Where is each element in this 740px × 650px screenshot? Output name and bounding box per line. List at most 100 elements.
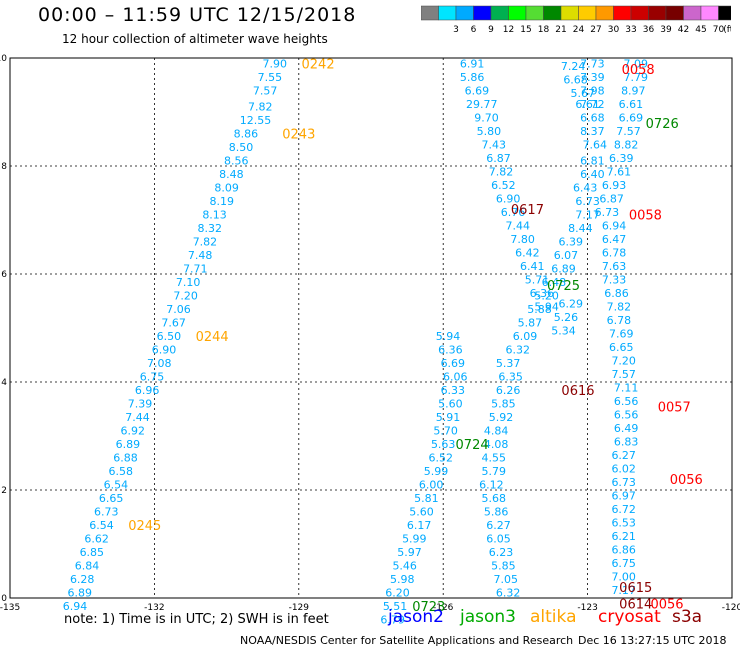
pass-time-label: 0614 — [619, 597, 652, 612]
pass-time-label: 0725 — [547, 279, 580, 294]
footnote: note: 1) Time is in UTC; 2) SWH is in fe… — [64, 612, 329, 627]
x-tick-label: -135 — [0, 603, 20, 613]
x-tick-label: -129 — [289, 603, 310, 613]
wave-height-label: 8.13 — [202, 209, 227, 222]
wave-height-label: 5.97 — [397, 546, 422, 559]
wave-height-label: 5.94 — [534, 300, 559, 313]
pass-time-label: 0724 — [456, 438, 489, 453]
pass-time-label: 0058 — [629, 209, 662, 224]
wave-height-label: 6.28 — [70, 573, 95, 586]
x-tick-label: -126 — [433, 603, 454, 613]
wave-height-label: 7.05 — [494, 573, 519, 586]
wave-height-label: 6.88 — [113, 452, 138, 465]
wave-height-label: 6.87 — [599, 192, 624, 205]
wave-height-label: 6.68 — [580, 111, 605, 124]
legend-item-altika: altika — [530, 607, 577, 627]
colorbar-tick-label: 70 — [713, 25, 725, 35]
colorbar-swatch — [718, 5, 731, 21]
wave-height-label: 6.32 — [506, 344, 531, 357]
wave-height-label: 8.97 — [621, 84, 646, 97]
wave-height-label: 7.82 — [607, 300, 632, 313]
wave-height-label: 6.07 — [554, 249, 579, 262]
wave-height-label: 6.27 — [486, 519, 511, 532]
wave-height-label: 7.63 — [602, 260, 627, 273]
wave-height-label: 5.85 — [491, 398, 516, 411]
wave-height-label: 7.67 — [161, 317, 186, 330]
wave-height-label: 7.06 — [166, 303, 191, 316]
wave-height-label: 6.06 — [443, 371, 468, 384]
wave-height-label: 5.46 — [392, 560, 417, 573]
wave-height-label: 6.73 — [575, 195, 600, 208]
wave-height-label: 6.90 — [152, 344, 177, 357]
wave-height-label: 6.81 — [580, 155, 605, 168]
wave-height-label: 5.70 — [433, 425, 458, 438]
x-tick-label: -123 — [577, 603, 597, 613]
colorbar-tick-label: 27 — [590, 25, 601, 35]
wave-height-label: 5.79 — [481, 465, 506, 478]
wave-height-label: 6.86 — [611, 543, 636, 556]
colorbar-tick-label: 36 — [643, 25, 655, 35]
wave-height-label: 8.48 — [219, 168, 244, 181]
pass-time-label: 0723 — [412, 600, 445, 615]
wave-height-label: 6.93 — [602, 179, 627, 192]
wave-height-label: 5.71 — [525, 273, 550, 286]
wave-height-label: 6.39 — [609, 152, 634, 165]
wave-height-label: 5.94 — [436, 330, 461, 343]
y-tick-label: 10 — [0, 54, 7, 64]
wave-height-label: 7.55 — [258, 71, 283, 84]
wave-height-label: 7.57 — [253, 84, 278, 97]
wave-height-label: 6.58 — [108, 465, 133, 478]
chart-subtitle: 12 hour collection of altimeter wave hei… — [62, 32, 328, 46]
plot-frame — [9, 57, 733, 599]
wave-height-label: 6.02 — [611, 462, 636, 475]
wave-height-label: 5.85 — [491, 560, 516, 573]
y-tick-label: 0 — [1, 594, 7, 604]
wave-height-label: 6.83 — [614, 435, 639, 448]
wave-height-label: 29.77 — [466, 98, 498, 111]
wave-height-label: 5.68 — [481, 492, 506, 505]
wave-height-label: 6.86 — [604, 287, 629, 300]
wave-height-label: 6.29 — [559, 298, 584, 311]
wave-height-label: 6.21 — [611, 530, 636, 543]
wave-height-label: 7.43 — [481, 138, 506, 151]
credit-timestamp: Dec 16 13:27:15 UTC 2018 — [578, 634, 727, 647]
wave-height-label: 7.69 — [609, 327, 634, 340]
wave-height-label: 6.96 — [135, 384, 160, 397]
wave-height-label: 6.09 — [513, 330, 538, 343]
wave-height-label: 8.09 — [214, 182, 239, 195]
wave-height-label: 6.79 — [380, 614, 405, 627]
wave-height-label: 6.84 — [75, 560, 100, 573]
wave-height-label: 7.79 — [623, 71, 648, 84]
wave-height-label: 7.24 — [561, 60, 586, 73]
colorbar-tick-label: 15 — [520, 25, 531, 35]
wave-height-label: 7.08 — [147, 357, 172, 370]
wave-height-label: 7.09 — [623, 57, 648, 70]
wave-height-label: 5.99 — [402, 533, 427, 546]
pass-time-label: 0615 — [619, 581, 652, 596]
x-tick-label: -120 — [722, 603, 740, 613]
wave-height-label: 7.17 — [611, 584, 636, 597]
wave-height-label: 5.86 — [460, 71, 485, 84]
wave-height-label: 6.39 — [559, 236, 584, 249]
wave-height-label: 6.43 — [573, 182, 598, 195]
wave-height-label: 7.20 — [173, 290, 198, 303]
wave-height-label: 4.84 — [484, 425, 509, 438]
colorbar-tick-label: 42 — [678, 25, 689, 35]
wave-height-label: 4.55 — [481, 452, 506, 465]
pass-time-label: 0058 — [622, 63, 655, 78]
pass-time-label: 0616 — [561, 384, 594, 399]
wave-height-label: 6.48 — [542, 276, 567, 289]
wave-height-label: 5.26 — [554, 311, 579, 324]
wave-height-label: 6.52 — [429, 452, 454, 465]
wave-height-label: 6.36 — [438, 344, 463, 357]
y-tick-label: 4 — [1, 378, 7, 388]
wave-height-label: 5.20 — [534, 290, 559, 303]
wave-height-label: 6.56 — [614, 395, 639, 408]
wave-height-label: 5.99 — [424, 465, 449, 478]
wave-height-label: 7.44 — [125, 411, 150, 424]
pass-time-label: 0245 — [128, 519, 161, 534]
colorbar-tick-label: 45 — [695, 25, 706, 35]
pass-time-label: 0243 — [282, 128, 315, 143]
